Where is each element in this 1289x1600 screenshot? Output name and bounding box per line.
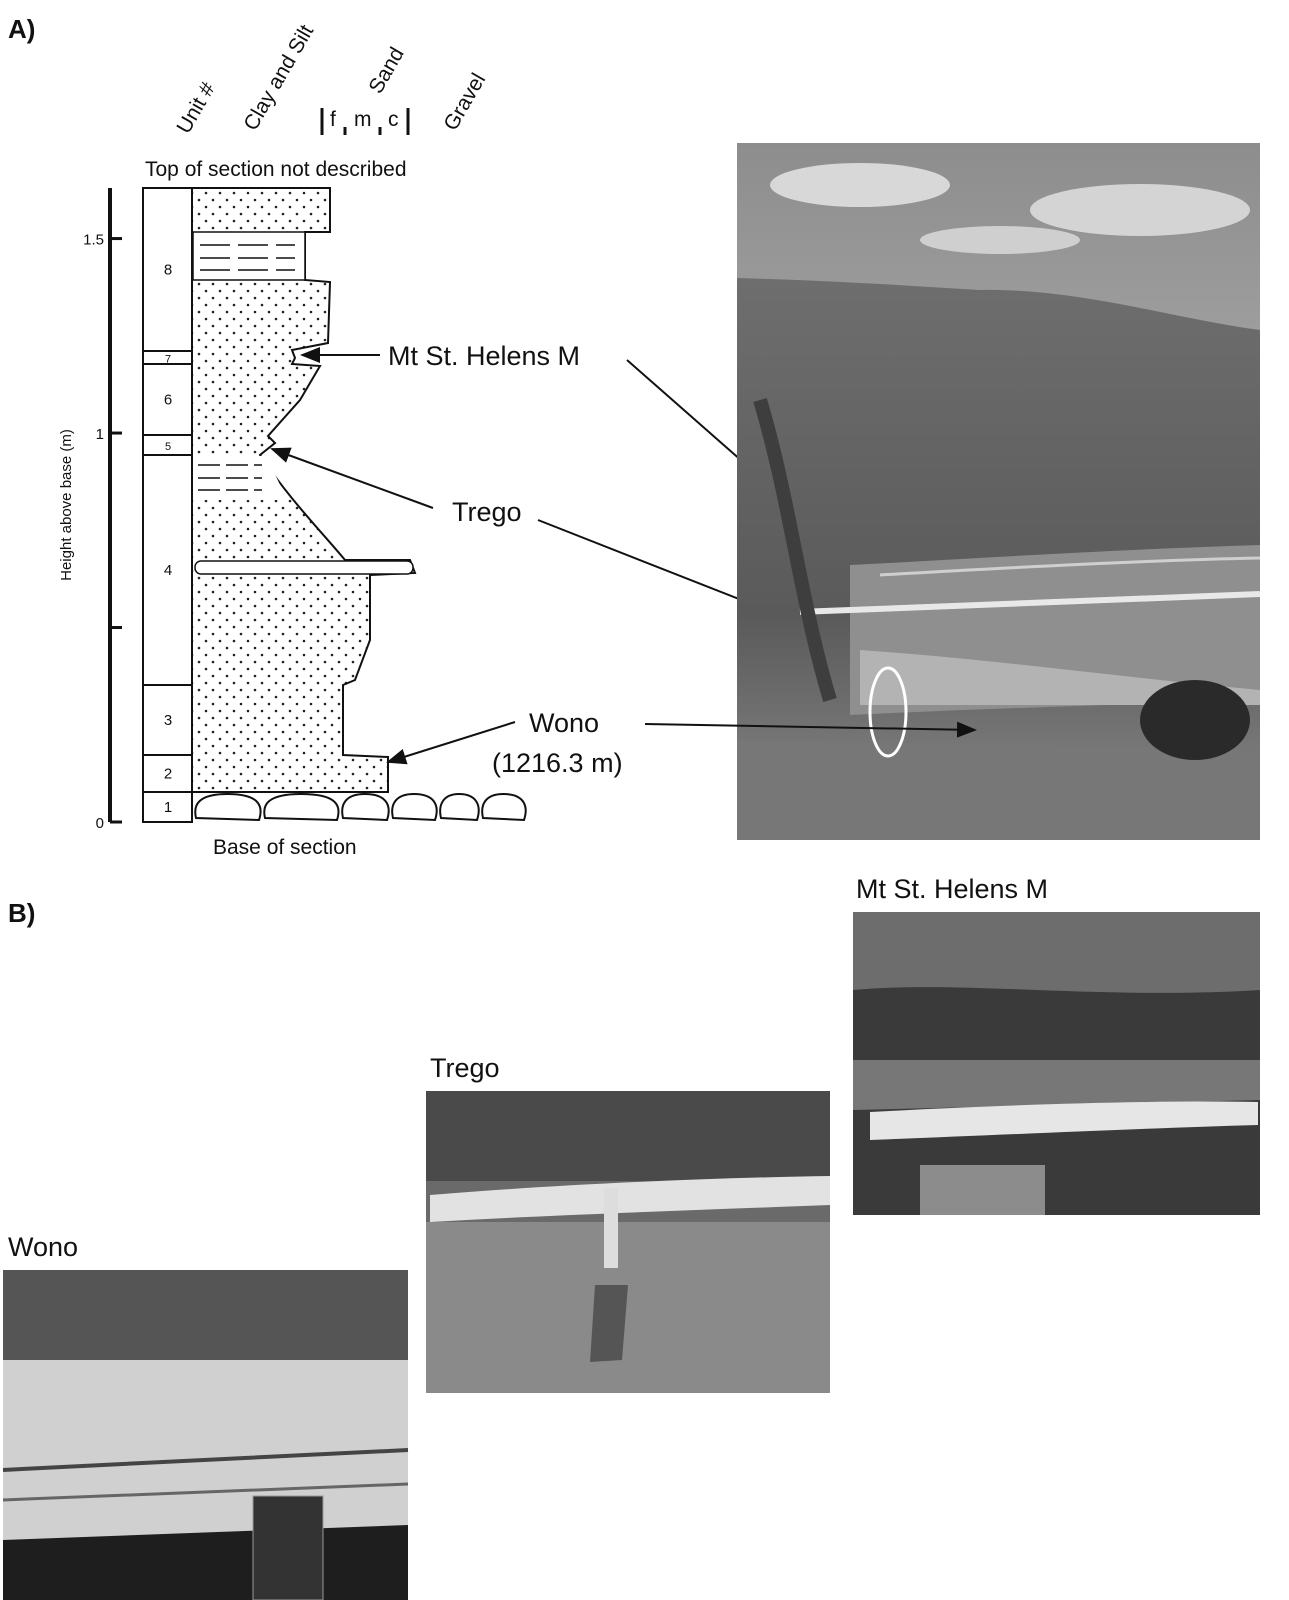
tephra-label: Trego xyxy=(452,497,522,527)
bed xyxy=(426,1222,830,1393)
panel-label: B) xyxy=(8,898,35,928)
arrow xyxy=(272,449,433,508)
trowel-handle xyxy=(604,1188,618,1268)
photo-msh xyxy=(853,912,1260,1215)
outcrop-photo xyxy=(645,143,1260,840)
photo-title: Trego xyxy=(430,1053,500,1083)
base-note: Base of section xyxy=(213,836,357,859)
top-note: Top of section not described xyxy=(145,158,407,181)
cloud xyxy=(1030,184,1250,236)
bed xyxy=(426,1091,830,1181)
axis-title: Height above base (m) xyxy=(58,429,75,581)
boulder xyxy=(392,794,436,820)
boulder xyxy=(342,794,388,820)
unit-label: 8 xyxy=(164,262,172,279)
unit-label: 6 xyxy=(164,392,172,409)
photo-title: Wono xyxy=(8,1232,78,1262)
column-header: Gravel xyxy=(439,69,490,134)
tick-label: 1 xyxy=(96,426,104,443)
photo-title: Mt St. Helens M xyxy=(856,874,1048,904)
lithology xyxy=(192,188,415,822)
figure: A) B) Unit # Clay and Silt Sand Gravel f… xyxy=(0,0,1289,1600)
unit-label: 2 xyxy=(164,766,172,783)
trowel xyxy=(590,1285,628,1362)
unit-label: 5 xyxy=(165,441,171,453)
photo-wono xyxy=(3,1270,408,1600)
sand-class: c xyxy=(388,108,399,131)
tephra-label: Mt St. Helens M xyxy=(388,341,580,371)
sand-class: m xyxy=(354,108,372,131)
unit-label: 1 xyxy=(164,799,172,816)
silt-bed xyxy=(193,232,305,280)
trowel xyxy=(920,1165,1045,1215)
unit-label: 4 xyxy=(164,562,172,579)
gravel-lens xyxy=(195,561,413,574)
column-header: Sand xyxy=(364,44,408,98)
tick-label: 1.5 xyxy=(83,232,104,249)
unit-label: 3 xyxy=(164,712,172,729)
bed xyxy=(853,912,1260,993)
panel-label: A) xyxy=(8,14,35,44)
boulder xyxy=(264,794,338,820)
sand-class: f xyxy=(330,108,336,131)
shrub xyxy=(1140,680,1250,760)
boulder xyxy=(482,794,525,820)
column-header: Unit # xyxy=(172,78,220,137)
unit-label: 7 xyxy=(165,354,171,366)
column-header: Clay and Silt xyxy=(239,21,318,135)
tephra-label: (1216.3 m) xyxy=(492,748,623,778)
bed xyxy=(3,1270,408,1360)
tephra-label: Wono xyxy=(529,708,599,738)
boulder xyxy=(440,794,479,820)
trowel xyxy=(253,1496,323,1600)
photo-trego xyxy=(426,1091,830,1393)
cloud xyxy=(920,226,1080,254)
cloud xyxy=(770,163,950,207)
tick-label: 0 xyxy=(96,815,104,832)
boulder xyxy=(195,794,260,820)
